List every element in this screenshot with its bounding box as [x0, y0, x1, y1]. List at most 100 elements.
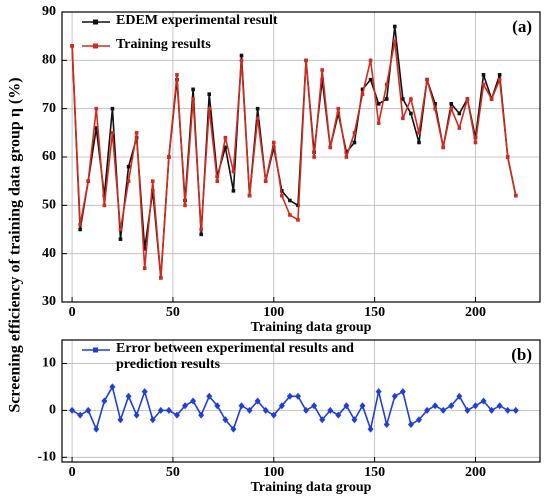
- data-point: [262, 406, 269, 414]
- data-point: [407, 420, 414, 428]
- data-point: [126, 164, 131, 169]
- data-point: [359, 402, 366, 410]
- data-point: [214, 402, 221, 410]
- data-point: [215, 179, 220, 183]
- data-point: [449, 102, 454, 106]
- data-point: [78, 227, 82, 232]
- data-point: [150, 189, 155, 193]
- data-point: [270, 411, 277, 419]
- data-point: [77, 411, 84, 419]
- data-point: [286, 392, 293, 400]
- y-tick-label: 90: [42, 4, 56, 19]
- data-point: [198, 411, 205, 419]
- data-point: [173, 411, 180, 419]
- data-point: [183, 203, 187, 208]
- data-point: [101, 397, 108, 405]
- data-point: [480, 397, 487, 405]
- data-point: [367, 425, 374, 433]
- data-point: [496, 402, 503, 410]
- data-point: [489, 97, 494, 101]
- data-point: [336, 106, 341, 111]
- legend-marker: [93, 347, 98, 353]
- data-point: [223, 135, 228, 140]
- data-point: [238, 402, 245, 410]
- data-point: [505, 155, 510, 159]
- data-point: [206, 392, 213, 400]
- x-tick-label: 0: [69, 465, 76, 480]
- legend-label: EDEM experimental result: [116, 13, 278, 28]
- data-point: [433, 102, 437, 106]
- data-point: [230, 425, 237, 433]
- data-point: [473, 140, 478, 145]
- y-tick-label: 0: [49, 403, 56, 418]
- data-point: [133, 411, 140, 419]
- data-point: [125, 392, 132, 400]
- data-point: [384, 82, 389, 87]
- legend-box: Training results: [116, 37, 211, 52]
- data-point: [247, 193, 252, 198]
- plot-frame: [61, 11, 541, 303]
- data-point: [207, 92, 212, 96]
- data-point: [190, 397, 197, 405]
- data-point: [86, 179, 91, 183]
- data-point: [409, 97, 413, 101]
- data-point: [375, 388, 382, 396]
- x-tick-label: 200: [465, 305, 486, 320]
- data-point: [246, 406, 253, 414]
- data-point: [464, 406, 471, 414]
- data-point: [142, 247, 147, 251]
- y-axis-label: Screening efficiency of training data gr…: [7, 77, 24, 412]
- data-point: [319, 416, 326, 424]
- data-point: [417, 131, 421, 135]
- data-point: [513, 193, 518, 198]
- data-point: [384, 97, 389, 101]
- data-point: [344, 155, 349, 159]
- data-point: [351, 416, 358, 424]
- data-point: [110, 131, 115, 135]
- data-point: [401, 97, 405, 101]
- data-point: [85, 406, 92, 414]
- data-point: [255, 116, 260, 121]
- data-point: [157, 406, 164, 414]
- legend-box: Error between experimental results and p…: [116, 341, 354, 372]
- data-point: [481, 73, 486, 77]
- data-point: [368, 58, 373, 63]
- data-point: [263, 179, 268, 183]
- data-point: [465, 97, 470, 101]
- y-tick-label: -10: [37, 450, 56, 465]
- y-tick-label: 80: [42, 53, 56, 68]
- data-point: [360, 87, 365, 92]
- data-point: [278, 402, 285, 410]
- data-point: [327, 406, 334, 414]
- data-point: [126, 179, 131, 183]
- data-point: [222, 416, 229, 424]
- y-tick-label: 10: [42, 356, 56, 371]
- x-tick-label: 50: [166, 305, 180, 320]
- data-point: [94, 126, 99, 130]
- data-point: [391, 392, 398, 400]
- x-tick-label: 100: [263, 305, 284, 320]
- legend-marker: [93, 19, 98, 25]
- data-point: [102, 193, 107, 198]
- legend-box: EDEM experimental result: [116, 13, 278, 28]
- data-point: [117, 416, 124, 424]
- x-axis-label: Training data group: [251, 320, 372, 335]
- data-point: [360, 92, 365, 96]
- data-point: [118, 237, 123, 241]
- data-point: [110, 106, 115, 111]
- data-point: [433, 106, 437, 111]
- data-point: [352, 131, 357, 135]
- legend-label: Training results: [116, 37, 211, 52]
- data-point: [223, 145, 228, 150]
- data-point: [159, 276, 163, 280]
- data-point: [94, 106, 99, 111]
- data-point: [239, 58, 244, 63]
- data-point: [392, 39, 397, 43]
- panel-label: (a): [512, 17, 532, 36]
- data-point: [368, 77, 373, 82]
- data-point: [118, 227, 123, 232]
- data-point: [335, 411, 342, 419]
- data-point: [504, 406, 511, 414]
- data-point: [182, 402, 189, 410]
